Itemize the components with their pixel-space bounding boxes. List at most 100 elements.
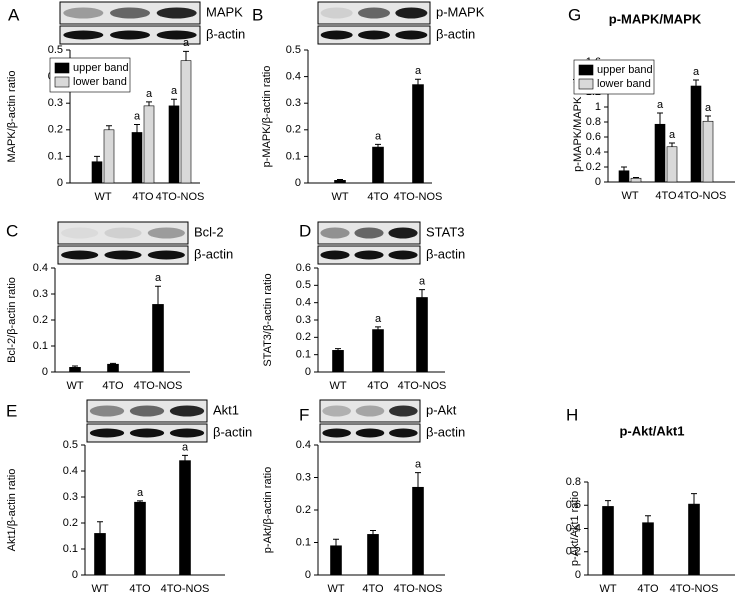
blot-strip bbox=[319, 399, 421, 423]
y-tick-label: 0.1 bbox=[63, 543, 78, 555]
y-tick-label: 0.1 bbox=[48, 150, 63, 162]
x-tick-label: 4TO-NOS bbox=[156, 191, 205, 203]
y-axis-label: p-MAPK/MAPK ratio bbox=[572, 72, 584, 172]
blot-label: Bcl-2 bbox=[194, 224, 224, 239]
error-bar bbox=[415, 78, 421, 85]
bar bbox=[168, 105, 180, 184]
error-bar bbox=[183, 50, 189, 61]
y-tick-label: 0.2 bbox=[296, 504, 311, 516]
y-tick-label: 0 bbox=[72, 569, 78, 581]
y-axis-label: Bcl-2/β-actin ratio bbox=[6, 277, 18, 363]
error-bar bbox=[645, 515, 651, 523]
panel-letter: G bbox=[568, 5, 581, 24]
significance-marker: a bbox=[134, 110, 141, 122]
error-bar bbox=[375, 143, 381, 148]
panel-letter: E bbox=[6, 401, 17, 420]
blot-band bbox=[63, 7, 104, 19]
blot-label: MAPK bbox=[206, 4, 243, 19]
bar bbox=[412, 84, 424, 184]
y-tick-label: 0.4 bbox=[566, 522, 581, 534]
blot-band bbox=[147, 227, 185, 239]
bar bbox=[179, 460, 191, 576]
significance-marker: a bbox=[375, 313, 382, 325]
y-tick-label: 0.5 bbox=[286, 44, 301, 56]
x-tick-label: 4TO-NOS bbox=[134, 380, 183, 392]
panel-letter: A bbox=[8, 5, 20, 24]
error-bar bbox=[693, 79, 699, 86]
bar bbox=[143, 105, 155, 184]
significance-marker: a bbox=[375, 130, 382, 142]
y-tick-label: 0 bbox=[295, 177, 301, 189]
bar bbox=[630, 177, 642, 183]
x-tick-label: WT bbox=[331, 191, 348, 203]
y-tick-label: 0.2 bbox=[586, 161, 601, 173]
x-tick-label: WT bbox=[599, 583, 616, 595]
error-bar bbox=[337, 179, 343, 181]
error-bar bbox=[419, 289, 425, 298]
y-tick-label: 0.3 bbox=[48, 97, 63, 109]
bar bbox=[152, 304, 164, 373]
y-tick-label: 0 bbox=[595, 176, 601, 188]
x-tick-label: WT bbox=[327, 583, 344, 595]
y-tick-label: 0.1 bbox=[286, 150, 301, 162]
significance-marker: a bbox=[669, 129, 676, 141]
error-bar bbox=[621, 166, 627, 171]
y-tick-label: 0.4 bbox=[33, 262, 48, 274]
legend-label: lower band bbox=[597, 78, 651, 90]
significance-marker: a bbox=[693, 66, 700, 78]
bar bbox=[372, 146, 384, 184]
blot-band bbox=[358, 30, 390, 40]
blot-band bbox=[104, 250, 142, 260]
error-bar bbox=[97, 521, 103, 534]
error-bar bbox=[134, 123, 140, 133]
bar bbox=[180, 60, 192, 184]
panel-letter: B bbox=[252, 5, 263, 24]
bar bbox=[702, 120, 714, 183]
bar bbox=[688, 503, 700, 576]
bar bbox=[103, 129, 115, 184]
significance-marker: a bbox=[155, 272, 162, 284]
error-bar bbox=[182, 454, 188, 461]
x-tick-label: 4TO bbox=[637, 583, 659, 595]
blot-band bbox=[354, 227, 384, 239]
y-tick-label: 0.4 bbox=[296, 297, 311, 309]
chart-title: p-MAPK/MAPK bbox=[609, 11, 702, 26]
panel-letter: C bbox=[6, 221, 18, 240]
x-tick-label: 4TO bbox=[362, 583, 384, 595]
y-tick-label: 0.8 bbox=[566, 476, 581, 488]
y-tick-label: 0.2 bbox=[286, 124, 301, 136]
blot-band bbox=[110, 7, 150, 19]
error-bar bbox=[669, 142, 675, 147]
y-tick-label: 0 bbox=[305, 366, 311, 378]
x-tick-label: WT bbox=[329, 380, 346, 392]
error-bar bbox=[657, 112, 663, 125]
blot-band bbox=[129, 428, 165, 438]
blot-band bbox=[320, 7, 353, 19]
error-bar bbox=[605, 500, 611, 507]
y-tick-label: 0.8 bbox=[586, 116, 601, 128]
bar bbox=[334, 180, 346, 184]
y-axis-label: STAT3/β-actin ratio bbox=[262, 273, 274, 366]
error-bar bbox=[375, 326, 381, 330]
bar bbox=[372, 329, 384, 373]
blot-label: β-actin bbox=[206, 26, 245, 41]
y-tick-label: 0.5 bbox=[296, 279, 311, 291]
x-tick-label: 4TO-NOS bbox=[394, 191, 443, 203]
x-tick-label: 4TO bbox=[367, 380, 389, 392]
y-tick-label: 0.4 bbox=[586, 146, 601, 158]
blot-band bbox=[104, 227, 142, 239]
blot-band bbox=[156, 7, 197, 19]
blot-band bbox=[320, 250, 350, 260]
bar bbox=[416, 297, 428, 373]
blot-band bbox=[389, 405, 418, 417]
significance-marker: a bbox=[419, 276, 426, 288]
blot-label: Akt1 bbox=[213, 402, 239, 417]
error-bar bbox=[110, 362, 116, 365]
error-bar bbox=[155, 285, 161, 305]
legend-swatch bbox=[578, 78, 594, 90]
y-tick-label: 0.5 bbox=[48, 44, 63, 56]
blot-label: β-actin bbox=[436, 26, 475, 41]
x-tick-label: 4TO-NOS bbox=[670, 583, 719, 595]
blot-band bbox=[89, 428, 125, 438]
x-tick-label: WT bbox=[66, 380, 83, 392]
